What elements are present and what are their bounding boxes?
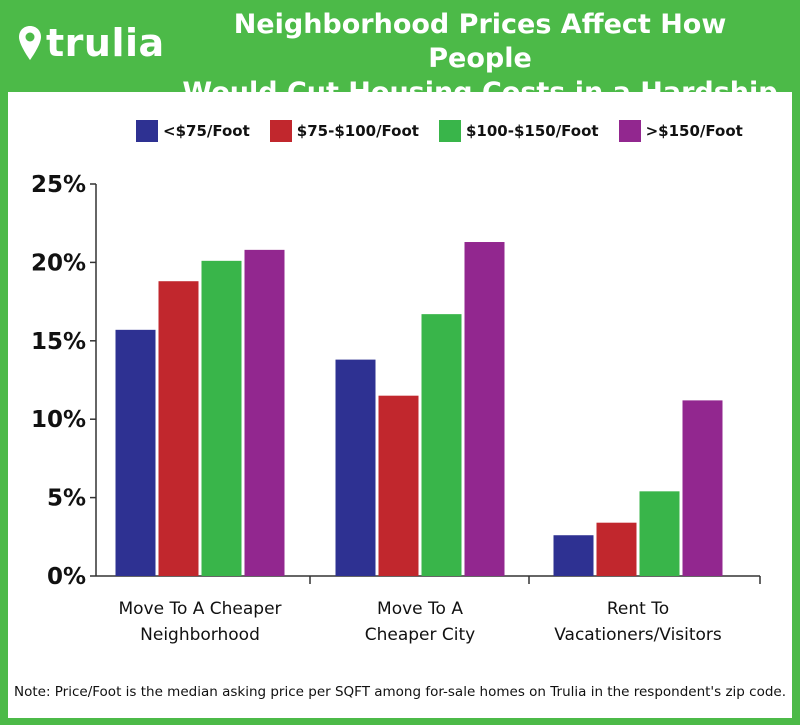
bar [158,281,199,576]
y-tick-label: 25% [31,172,86,198]
map-pin-icon [19,26,41,60]
legend: <$75/Foot $75-$100/Foot $100-$150/Foot >… [136,120,763,142]
bar [378,395,419,576]
legend-swatch [269,120,292,142]
legend-label: $75-$100/Foot [296,122,419,140]
footnote: Note: Price/Foot is the median asking pr… [13,684,787,700]
x-tick-label: Move To A [377,599,463,619]
title-line-2: Would Cut Housing Costs in a Hardship [182,77,778,108]
x-tick-label: Neighborhood [140,625,260,645]
bar [335,359,376,576]
bar [639,491,680,576]
legend-item: >$150/Foot [618,120,743,142]
bar [682,400,723,576]
legend-swatch [438,120,461,142]
bar [244,249,285,576]
y-tick-label: 15% [31,329,86,355]
legend-item: $75-$100/Foot [269,120,419,142]
legend-label: <$75/Foot [163,122,250,140]
chart-title: Neighborhood Prices Affect How People Wo… [180,8,780,110]
logo-text: trulia [46,21,165,65]
trulia-logo: trulia [18,18,165,68]
bar [201,260,242,576]
y-tick-label: 0% [47,564,86,590]
bar [115,329,156,576]
bar [596,522,637,576]
x-tick-label: Move To A Cheaper [118,599,281,619]
legend-swatch [618,120,641,142]
title-line-1: Neighborhood Prices Affect How People [233,9,727,74]
legend-item: <$75/Foot [136,120,250,142]
x-tick-label: Vacationers/Visitors [554,625,722,645]
legend-label: >$150/Foot [645,122,743,140]
legend-item: $100-$150/Foot [438,120,599,142]
legend-label: $100-$150/Foot [465,122,599,140]
bar [421,314,462,576]
bar [464,242,505,577]
y-tick-label: 10% [31,407,86,433]
header: trulia Neighborhood Prices Affect How Pe… [0,0,800,108]
y-tick-label: 5% [47,486,86,512]
legend-swatch [136,120,158,142]
bar [553,535,594,576]
x-tick-label: Cheaper City [365,625,475,645]
x-tick-label: Rent To [607,599,669,619]
y-tick-label: 20% [31,250,86,276]
